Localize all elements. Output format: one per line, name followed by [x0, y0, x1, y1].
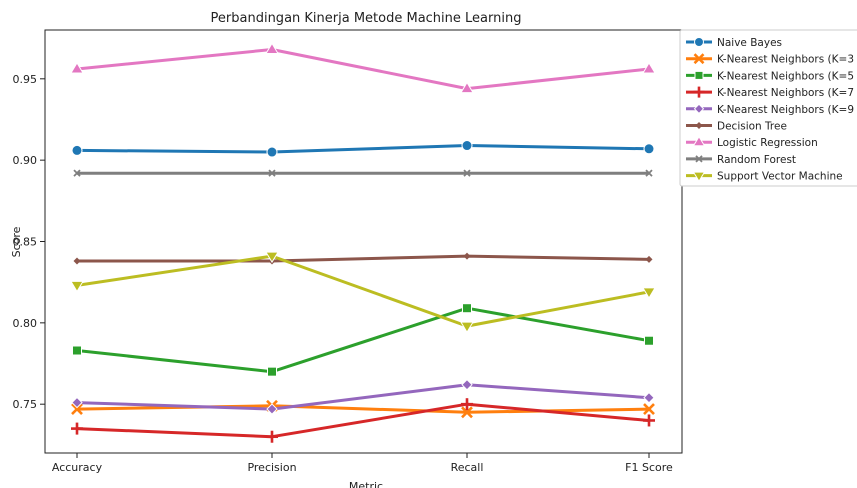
series-decision-tree — [73, 252, 653, 265]
data-point — [645, 255, 653, 263]
data-point — [267, 366, 277, 377]
data-point — [71, 403, 83, 415]
data-point — [460, 321, 474, 334]
data-point — [461, 406, 473, 419]
plot-area — [44, 29, 683, 454]
series-k-nearest-neighbors-k-9 — [71, 378, 655, 415]
data-point — [71, 422, 83, 435]
data-point — [73, 257, 81, 265]
data-point — [693, 53, 705, 65]
data-point — [266, 146, 278, 158]
data-point — [461, 140, 473, 152]
data-point — [463, 169, 471, 177]
legend-items: Naive Bayes K-Nearest Neighbors (K=3 K-Nea… — [686, 37, 854, 183]
series-lines — [70, 42, 656, 443]
x-tick-label: Recall — [451, 461, 484, 474]
series-line — [77, 254, 650, 263]
legend-item: Decision Tree — [686, 121, 787, 133]
data-point — [70, 62, 84, 74]
data-point — [72, 345, 82, 356]
data-point — [265, 251, 279, 264]
legend-box — [679, 29, 857, 187]
series-line — [76, 254, 650, 328]
legend-item: K-Nearest Neighbors (K=5 — [686, 70, 854, 82]
legend-label: Logistic Regression — [717, 137, 818, 149]
legend-label: Naive Bayes — [717, 37, 782, 49]
legend-label: Decision Tree — [717, 121, 787, 133]
legend-label: K-Nearest Neighbors (K=3 — [717, 54, 854, 66]
series-line — [76, 48, 650, 91]
data-point — [692, 171, 706, 183]
legend-item: K-Nearest Neighbors (K=7 — [686, 86, 854, 99]
series-logistic-regression — [70, 42, 656, 94]
series-line — [76, 402, 650, 439]
data-point — [693, 103, 705, 115]
series-k-nearest-neighbors-k-3 — [71, 399, 655, 419]
legend: Naive Bayes K-Nearest Neighbors (K=3 K-Nea… — [679, 29, 857, 187]
series-line — [76, 404, 650, 414]
data-point — [695, 155, 703, 163]
data-point — [268, 169, 276, 177]
data-point — [643, 403, 655, 415]
data-point — [693, 86, 705, 98]
data-point — [694, 37, 704, 47]
data-point — [461, 398, 473, 411]
series-k-nearest-neighbors-k-5 — [72, 303, 654, 377]
legend-item: K-Nearest Neighbors (K=3 — [686, 53, 854, 66]
series-line — [76, 144, 650, 154]
series-random-forest — [73, 169, 653, 177]
legend-label: K-Nearest Neighbors (K=9 — [717, 104, 854, 116]
y-tick-label: 0.90 — [13, 154, 38, 167]
data-point — [71, 144, 83, 156]
data-point — [266, 430, 278, 443]
series-support-vector-machine — [70, 251, 656, 334]
data-point — [645, 169, 653, 177]
chart-title: Perbandingan Kinerja Metode Machine Lear… — [211, 11, 522, 26]
data-point — [266, 403, 278, 415]
y-axis-label: Score — [10, 226, 23, 257]
legend-item: K-Nearest Neighbors (K=9 — [686, 103, 854, 116]
data-point — [642, 62, 656, 74]
data-point — [71, 396, 83, 409]
x-tick-label: F1 Score — [625, 461, 673, 474]
x-tick-label: Accuracy — [52, 461, 103, 474]
data-point — [265, 42, 279, 55]
data-point — [644, 335, 654, 346]
legend-label: Support Vector Machine — [717, 171, 843, 183]
y-tick-label: 0.95 — [13, 73, 38, 86]
series-naive-bayes — [71, 140, 655, 158]
data-point — [461, 378, 473, 391]
data-point — [643, 391, 655, 404]
legend-label: K-Nearest Neighbors (K=5 — [717, 70, 854, 82]
legend-item: Logistic Regression — [686, 135, 818, 149]
data-point — [462, 303, 472, 314]
data-point — [692, 135, 706, 147]
series-k-nearest-neighbors-k-7 — [71, 398, 655, 443]
data-point — [463, 252, 471, 260]
data-point — [695, 122, 703, 129]
legend-item: Naive Bayes — [686, 37, 782, 49]
data-point — [460, 81, 474, 94]
data-point — [642, 287, 656, 299]
data-point — [643, 143, 655, 155]
x-tick-label: Precision — [247, 461, 296, 474]
series-line — [76, 383, 650, 411]
legend-item: Support Vector Machine — [686, 171, 843, 183]
data-point — [694, 70, 704, 80]
y-tick-label: 0.85 — [13, 236, 38, 249]
data-point — [643, 414, 655, 427]
x-axis-label: Metric — [349, 480, 383, 488]
data-point — [73, 169, 81, 177]
series-line — [76, 306, 650, 374]
y-tick-label: 0.75 — [13, 398, 38, 411]
legend-label: K-Nearest Neighbors (K=7 — [717, 87, 854, 99]
data-point — [70, 280, 84, 293]
y-tick-label: 0.80 — [13, 317, 38, 330]
legend-label: Random Forest — [717, 154, 796, 166]
axis-ticks: Accuracy Precision Recall F1 Score 0.75 0.80 0… — [13, 73, 674, 474]
legend-item: Random Forest — [686, 154, 796, 166]
